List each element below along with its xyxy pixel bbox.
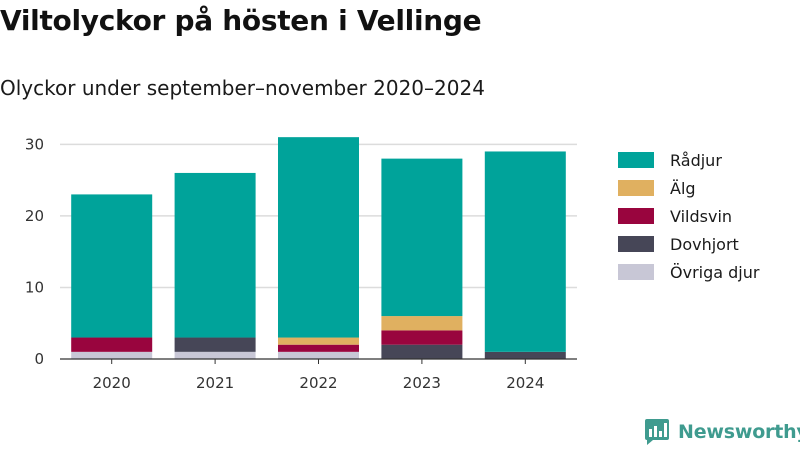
legend-item: Dovhjort xyxy=(618,230,759,258)
bar-segment xyxy=(381,158,463,317)
legend-swatch xyxy=(618,180,654,196)
bar-segment xyxy=(71,194,153,338)
legend-label: Älg xyxy=(670,178,696,198)
bar-segment xyxy=(484,151,566,352)
bar-segment xyxy=(381,344,463,359)
bar-segment xyxy=(484,351,566,359)
y-tick-label: 0 xyxy=(34,350,44,368)
legend-item: Rådjur xyxy=(618,146,759,174)
x-tick-label: 2024 xyxy=(506,374,544,392)
legend-swatch xyxy=(618,264,654,280)
bar-segment xyxy=(174,351,256,359)
chart-subtitle: Olyckor under september–november 2020–20… xyxy=(0,76,485,100)
y-tick-label: 10 xyxy=(25,278,44,296)
legend-label: Dovhjort xyxy=(670,234,739,254)
legend-item: Älg xyxy=(618,174,759,202)
bar-segment xyxy=(71,351,153,359)
newsworthy-logo: Newsworthy xyxy=(644,418,800,446)
x-tick-label: 2020 xyxy=(93,374,131,392)
bar-segment xyxy=(381,330,463,345)
legend-swatch xyxy=(618,152,654,168)
bar-segment xyxy=(278,137,359,338)
x-tick-label: 2023 xyxy=(403,374,441,392)
bar-segment xyxy=(278,337,359,345)
legend-swatch xyxy=(618,208,654,224)
stacked-bar-chart: 0 10 20 30 2020 2021 2022 2023 2024 xyxy=(25,135,577,392)
bar-segment xyxy=(174,172,256,338)
newsworthy-logo-icon xyxy=(645,419,669,445)
legend-label: Övriga djur xyxy=(670,262,760,282)
bar-segment xyxy=(71,337,153,352)
legend-label: Vildsvin xyxy=(670,206,733,226)
legend-swatch xyxy=(618,236,654,252)
bar-segment xyxy=(174,337,256,352)
brand-name: Newsworthy xyxy=(678,421,800,443)
y-tick-label: 30 xyxy=(25,135,44,153)
chart-title: Viltolyckor på hösten i Vellinge xyxy=(0,4,482,37)
x-tick-label: 2021 xyxy=(196,374,234,392)
x-tick-label: 2022 xyxy=(299,374,337,392)
bar-segment xyxy=(278,344,359,352)
chart-legend: Rådjur Älg Vildsvin Dovhjort Övriga djur xyxy=(618,146,759,286)
legend-label: Rådjur xyxy=(670,150,722,170)
bar-segment xyxy=(278,351,359,359)
legend-item: Vildsvin xyxy=(618,202,759,230)
y-tick-label: 20 xyxy=(25,207,44,225)
bar-segment xyxy=(381,316,463,331)
legend-item: Övriga djur xyxy=(618,258,759,286)
